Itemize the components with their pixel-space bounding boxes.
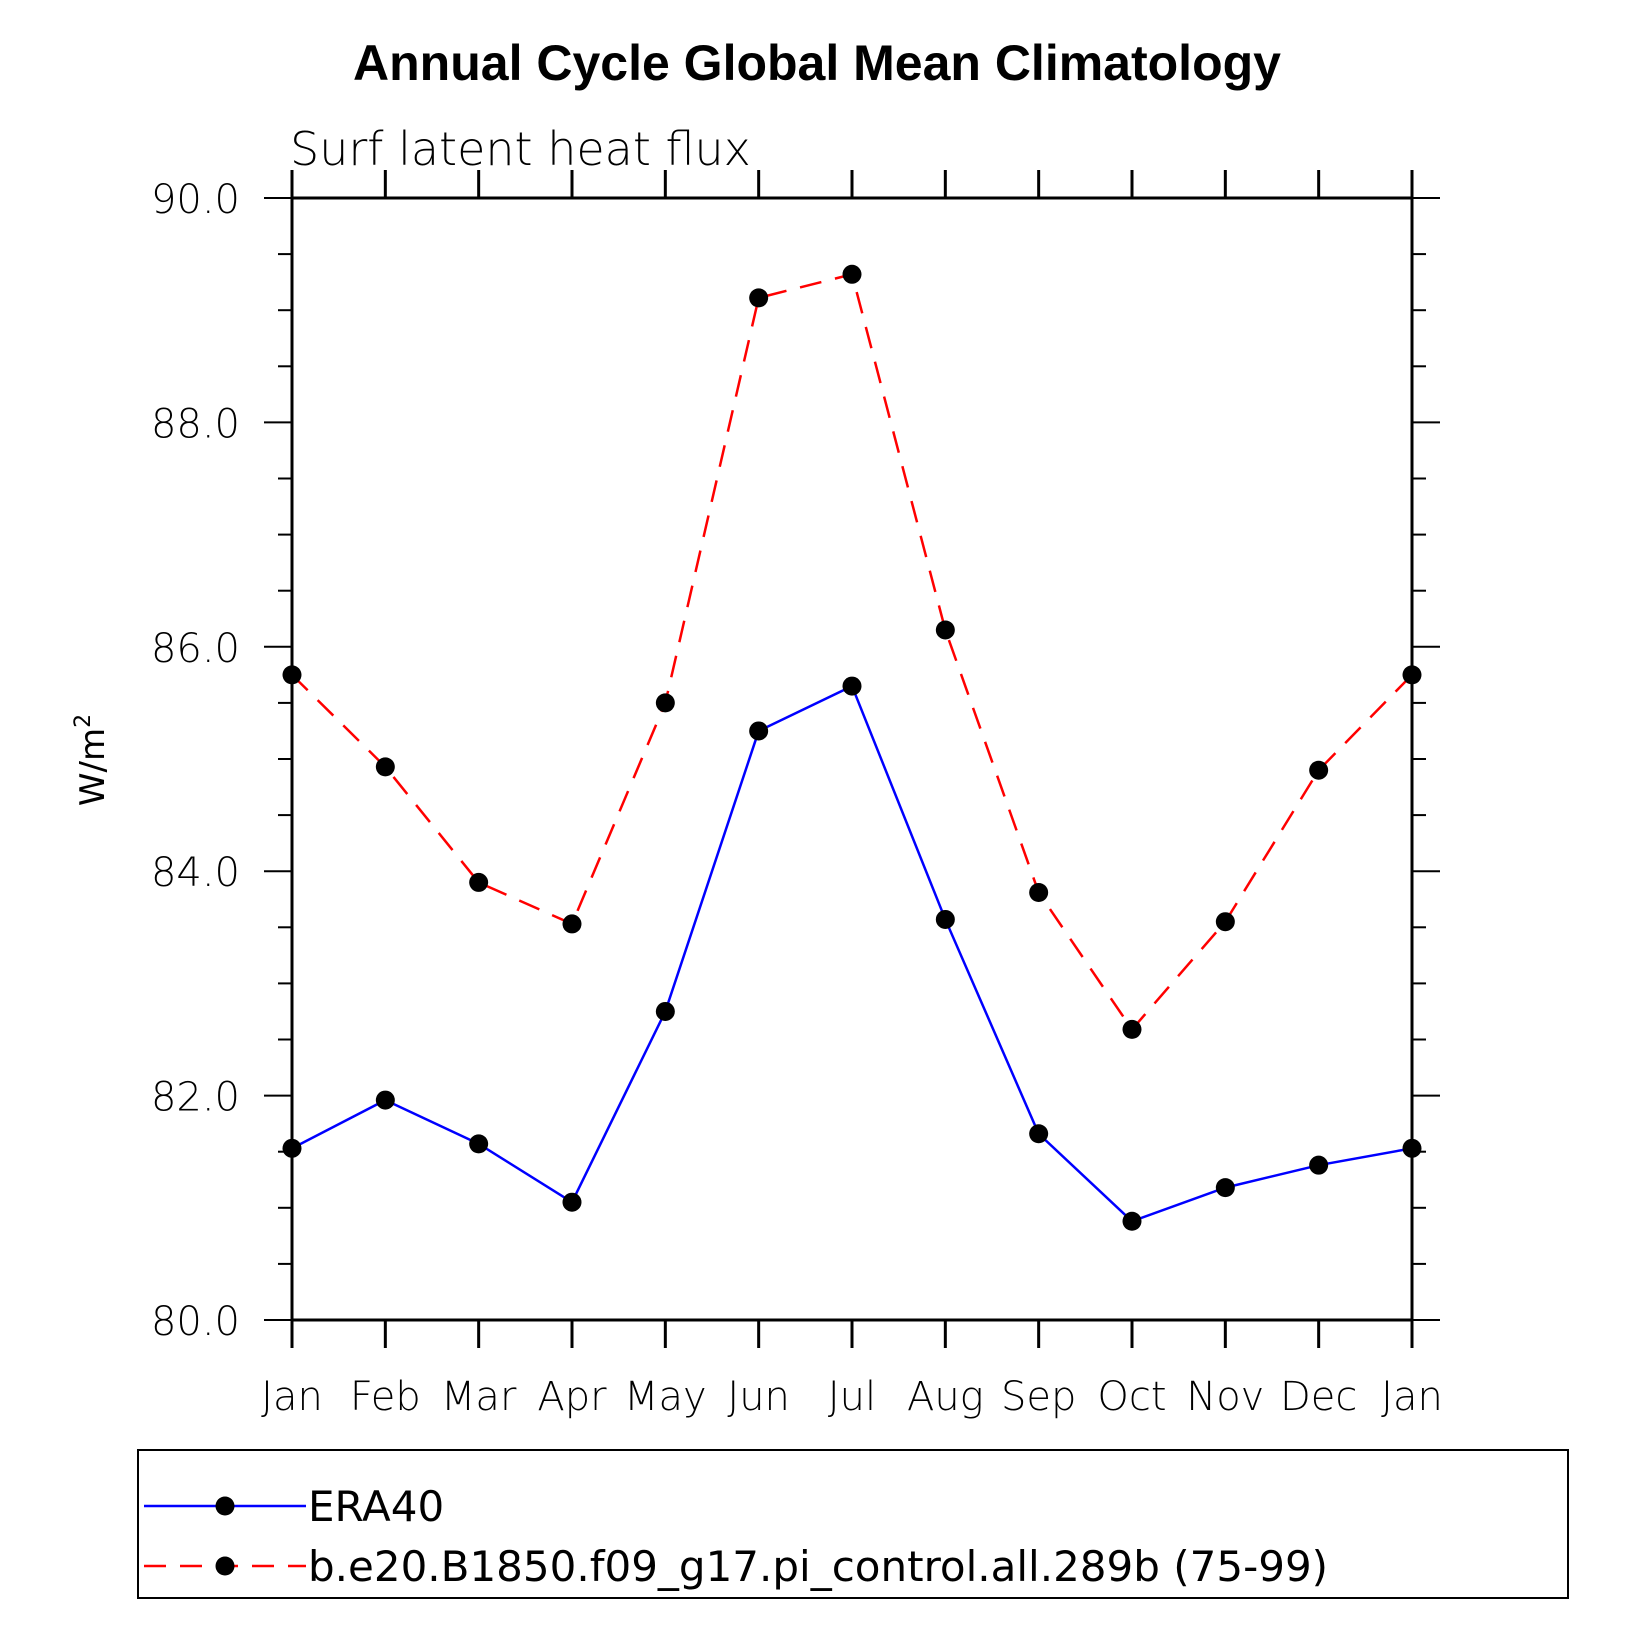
x-tick-label: Jul (828, 1374, 876, 1420)
data-point (842, 264, 862, 284)
data-point (469, 872, 489, 892)
data-point (562, 914, 582, 934)
series-line (291, 684, 1413, 1223)
data-point (1029, 883, 1049, 903)
data-point (1029, 1124, 1049, 1144)
y-tick-label: 86.0 (151, 626, 240, 672)
data-point (1215, 1178, 1235, 1198)
data-point (842, 676, 862, 696)
data-point (655, 1001, 675, 1021)
data-point (1309, 760, 1329, 780)
series-0 (282, 676, 1422, 1231)
data-point (282, 665, 302, 685)
x-tick-label: Jun (727, 1374, 790, 1420)
series-layer (282, 264, 1422, 1231)
chart-subtitle: Surf latent heat flux (290, 122, 751, 176)
y-tick-label: 90.0 (151, 177, 240, 223)
y-axis-label-text: W/m (73, 728, 113, 806)
data-point (375, 757, 395, 777)
x-tick-label: Jan (1381, 1374, 1443, 1420)
legend-marker (215, 1556, 235, 1576)
x-tick-label: Sep (1001, 1374, 1076, 1420)
legend-label: b.e20.B1850.f09_g17.pi_control.all.289b … (308, 1542, 1328, 1591)
x-tick-label: Apr (537, 1374, 607, 1420)
data-point (1402, 665, 1422, 685)
y-tick-label: 82.0 (151, 1075, 240, 1121)
y-axis-label-superscript: 2 (71, 714, 96, 728)
x-tick-label: Dec (1280, 1374, 1357, 1420)
y-tick-label: 88.0 (151, 401, 240, 447)
y-tick-label: 84.0 (151, 850, 240, 896)
data-point (749, 721, 769, 741)
data-point (749, 288, 769, 308)
data-point (1309, 1155, 1329, 1175)
series-1 (282, 264, 1422, 1039)
data-point (935, 620, 955, 640)
data-point (375, 1090, 395, 1110)
y-tick-label: 80.0 (151, 1299, 240, 1345)
legend-box (137, 1449, 1569, 1599)
plot-frame (290, 196, 1414, 1322)
data-point (1122, 1019, 1142, 1039)
x-tick-label: May (624, 1374, 707, 1420)
x-tick-labels: Jan Feb Mar Apr May Jun Jul Aug Sep Oct Nov Dec Jan (261, 1374, 1443, 1420)
x-tick-label: Nov (1186, 1374, 1264, 1420)
data-point (655, 693, 675, 713)
axis-ticks (264, 170, 1440, 1348)
data-point (1215, 912, 1235, 932)
legend-label: ERA40 (308, 1482, 444, 1531)
chart-title: Annual Cycle Global Mean Climatology (353, 35, 1281, 91)
data-point (282, 1138, 302, 1158)
legend: ERA40 b.e20.B1850.f09_g17.pi_control.all.… (144, 1482, 1328, 1591)
y-axis-label: W/m2 (71, 714, 113, 806)
x-tick-label: Aug (907, 1374, 984, 1420)
series-line (291, 272, 1413, 1032)
data-point (1122, 1211, 1142, 1231)
y-tick-labels: 80.0 82.0 84.0 86.0 88.0 90.0 (151, 177, 240, 1345)
data-point (469, 1134, 489, 1154)
x-tick-label: Oct (1097, 1374, 1166, 1420)
x-tick-label: Jan (261, 1374, 323, 1420)
data-point (935, 909, 955, 929)
x-tick-label: Feb (350, 1374, 421, 1420)
x-tick-label: Mar (441, 1374, 517, 1420)
legend-marker (215, 1496, 235, 1516)
data-point (562, 1192, 582, 1212)
data-point (1402, 1138, 1422, 1158)
